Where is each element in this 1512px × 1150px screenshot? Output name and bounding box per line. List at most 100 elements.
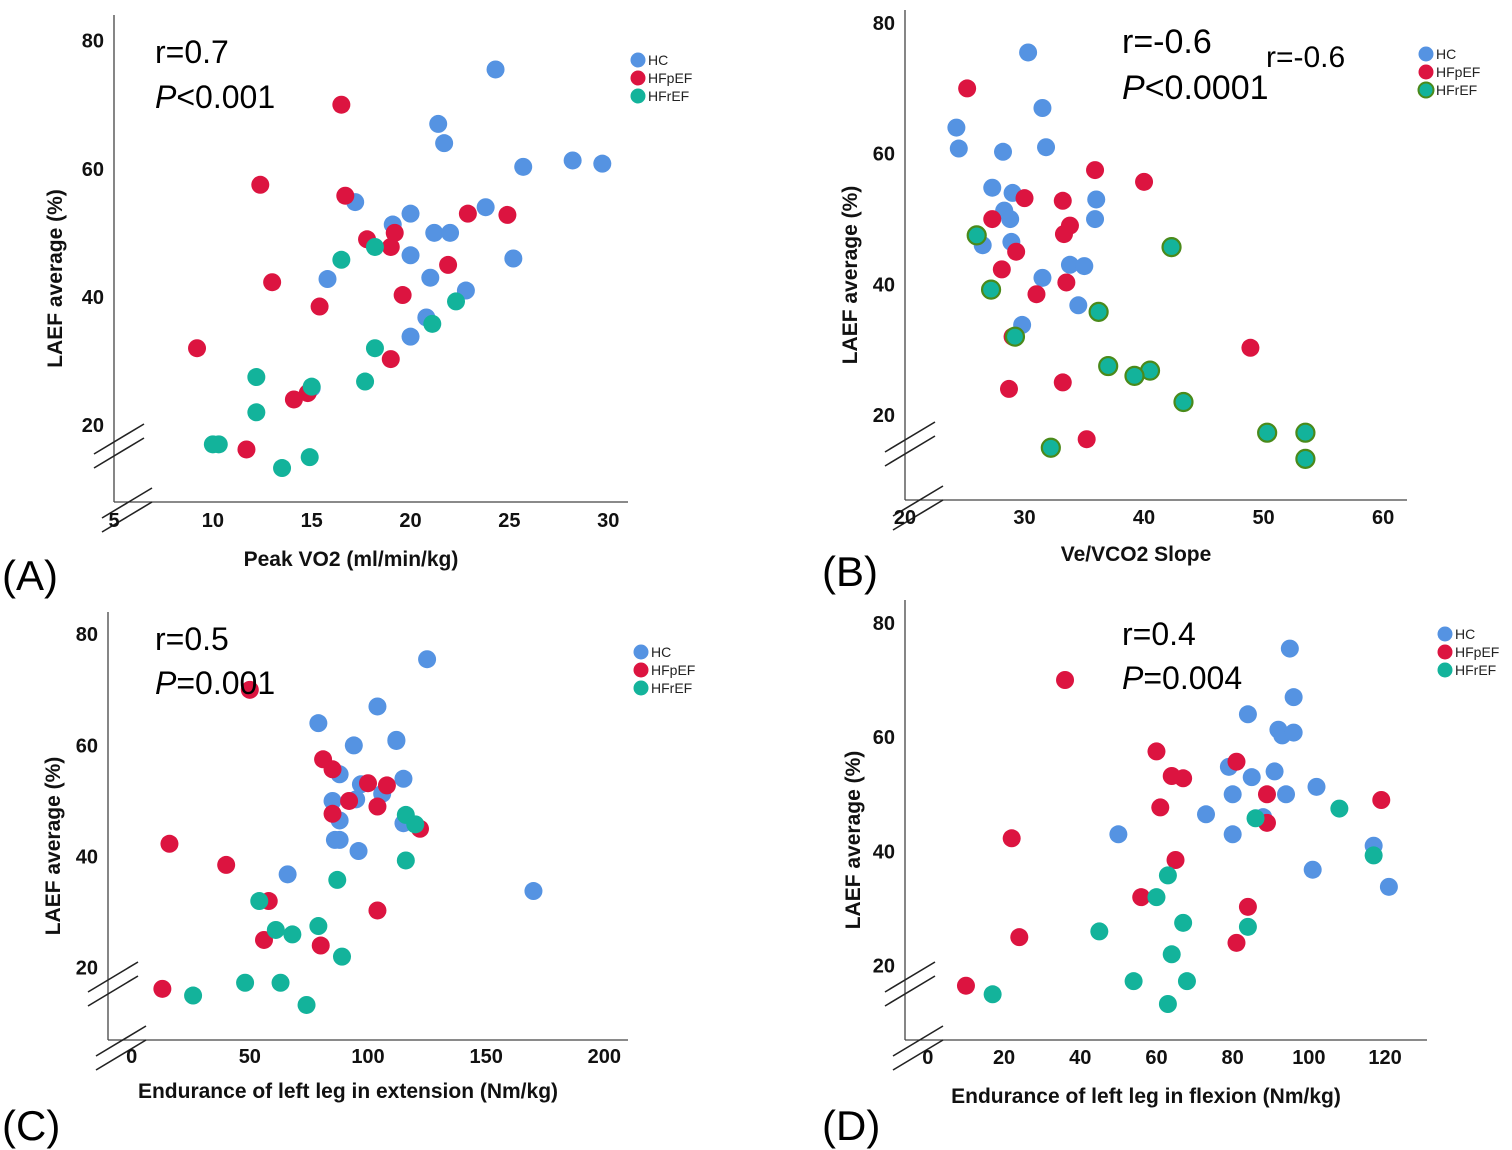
- legend-label-hc: HC: [648, 52, 668, 68]
- data-point-hc: [1060, 255, 1079, 274]
- y-tick-label: 40: [873, 274, 895, 296]
- data-point-hc: [1277, 785, 1296, 804]
- legend-label-hfpef: HFpEF: [651, 662, 695, 678]
- legend-marker-hfpef: [630, 70, 646, 86]
- chart-panel-1: 5 10 15 20 25 30 20 40 60 80 Peak VO2 (ml/min/kg) L…: [2, 15, 692, 599]
- data-point-hc: [1069, 296, 1088, 315]
- data-point-hfpef: [251, 175, 270, 194]
- data-point-hfref: [309, 917, 328, 936]
- stat-p-value: P=0.001: [155, 665, 275, 701]
- data-point-hfref: [302, 377, 321, 396]
- x-tick-label: 50: [239, 1046, 261, 1068]
- chart-panel-4: 0 20 40 60 80 100 120 20 40 60 80 Endurance of left…: [822, 600, 1499, 1149]
- data-point-hfpef: [1257, 785, 1276, 804]
- y-tick-label: 60: [873, 144, 895, 166]
- data-point-hfref: [447, 292, 466, 311]
- data-point-hfref: [1295, 448, 1316, 469]
- x-axis-title: Ve/VCO2 Slope: [1061, 543, 1212, 566]
- data-point-hfref: [1364, 846, 1383, 865]
- data-point-hfref: [1238, 917, 1257, 936]
- data-point-hfpef: [393, 286, 412, 305]
- data-point-hfpef: [1015, 189, 1034, 208]
- data-point-hfref: [247, 403, 266, 422]
- data-point-hc: [1037, 138, 1056, 157]
- data-point-hc: [429, 114, 448, 133]
- x-tick-label: 30: [597, 510, 619, 532]
- y-tick-label: 80: [76, 624, 98, 646]
- legend-label-hfpef: HFpEF: [648, 70, 692, 86]
- data-point-hc: [1379, 877, 1398, 896]
- legend-marker-hfpef: [1437, 644, 1453, 660]
- data-point-hfref: [1088, 301, 1109, 322]
- x-tick-label: 60: [1145, 1047, 1167, 1069]
- data-point-hfref: [250, 892, 269, 911]
- data-point-hc: [1087, 190, 1106, 209]
- legend-marker-hc: [1418, 46, 1434, 62]
- data-point-hfref: [1004, 326, 1026, 347]
- data-point-hfref: [1173, 391, 1194, 413]
- axis-break-mark: [884, 961, 944, 1071]
- legend-marker-hfpef: [633, 662, 649, 678]
- x-tick-label: 80: [1222, 1047, 1244, 1069]
- data-point-hfpef: [999, 379, 1018, 398]
- data-point-hfpef: [958, 79, 977, 98]
- data-point-hc: [318, 270, 337, 289]
- data-point-hfpef: [1077, 430, 1096, 449]
- stat-r-value: r=0.4: [1122, 616, 1196, 652]
- data-point-hfpef: [1054, 225, 1073, 244]
- data-point-hfpef: [1053, 191, 1072, 210]
- legend-label-hfref: HFrEF: [651, 680, 692, 696]
- data-point-hfref: [1158, 995, 1177, 1013]
- y-tick-label: 60: [873, 727, 895, 749]
- data-point-hfpef: [153, 979, 172, 998]
- y-tick-label: 80: [873, 613, 895, 635]
- data-point-hfpef: [1372, 791, 1391, 809]
- data-point-hfref: [1177, 972, 1196, 991]
- x-tick-label: 5: [108, 510, 119, 532]
- data-point-hfref: [1162, 945, 1181, 964]
- y-axis-title: LAEF average (%): [42, 757, 65, 936]
- y-tick-label: 20: [873, 405, 895, 427]
- data-point-hfref: [1040, 437, 1061, 458]
- axis-break-mark: [87, 961, 147, 1071]
- data-point-hfpef: [368, 797, 387, 816]
- data-point-hc: [486, 60, 505, 79]
- data-point-hfref: [266, 920, 285, 939]
- data-point-hfpef: [381, 350, 400, 369]
- data-point-hfpef: [237, 440, 256, 459]
- stat-r-value: r=-0.6: [1122, 23, 1212, 61]
- data-point-hfref: [332, 250, 351, 269]
- stat-p-value: P<0.001: [155, 79, 275, 115]
- x-axis-title: Endurance of left leg in flexion (Nm/kg): [951, 1085, 1341, 1108]
- data-point-hc: [1307, 777, 1326, 796]
- x-tick-label: 20: [399, 510, 421, 532]
- data-point-hc: [344, 736, 363, 755]
- data-point-hfpef: [368, 901, 387, 920]
- y-tick-label: 40: [76, 847, 98, 869]
- data-point-hc: [949, 139, 968, 158]
- data-point-hfpef: [1238, 897, 1257, 916]
- data-point-hc: [1238, 705, 1257, 724]
- stat-p-rest: <0.0001: [1145, 69, 1269, 107]
- data-point-hfpef: [498, 205, 517, 224]
- data-point-hfpef: [1086, 161, 1105, 180]
- legend-label-hc: HC: [651, 644, 671, 660]
- data-point-hfpef: [1227, 933, 1246, 952]
- legend: HC HFpEF HFrEF: [630, 52, 692, 104]
- x-tick-label: 120: [1368, 1047, 1401, 1069]
- data-point-hc: [401, 204, 420, 223]
- data-point-hc: [425, 223, 444, 242]
- data-point-hc: [1242, 768, 1261, 787]
- data-point-hfref: [980, 279, 1002, 300]
- data-point-hc: [323, 791, 342, 810]
- data-point-hfpef: [385, 223, 404, 242]
- x-tick-label: 40: [1069, 1047, 1091, 1069]
- data-point-hfpef: [310, 297, 329, 316]
- data-point-hfpef: [956, 976, 975, 995]
- x-tick-label: 100: [1292, 1047, 1325, 1069]
- data-point-hfref: [1161, 237, 1182, 258]
- y-tick-label: 20: [82, 415, 104, 437]
- data-point-hfpef: [1007, 242, 1026, 261]
- data-point-hc: [330, 830, 349, 849]
